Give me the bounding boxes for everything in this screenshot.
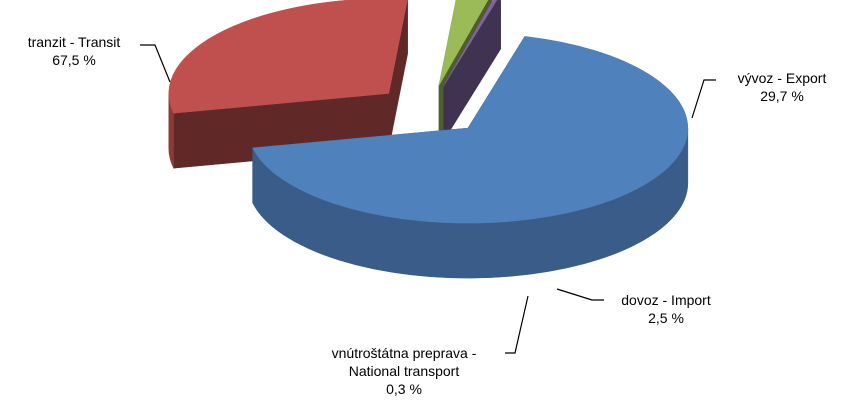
- slice-label: vývoz - Export 29,7 %: [712, 69, 851, 105]
- pie-slice: [252, 35, 689, 279]
- slice-top: [438, 0, 489, 86]
- leader-line: [505, 295, 529, 354]
- slice-label: vnútroštátna preprava - National transpo…: [306, 344, 502, 398]
- slice-top: [168, 0, 408, 114]
- leader-line: [556, 288, 604, 301]
- category-label: dovoz - Import: [621, 292, 711, 308]
- value-label: 29,7 %: [760, 88, 804, 104]
- value-label: 0,3 %: [386, 381, 422, 397]
- slice-top: [252, 36, 689, 224]
- category-label: vnútroštátna preprava - National transpo…: [331, 345, 477, 379]
- category-label: vývoz - Export: [737, 70, 827, 86]
- value-label: 67,5 %: [52, 52, 96, 68]
- category-label: tranzit - Transit: [27, 34, 121, 50]
- slice-label: tranzit - Transit 67,5 %: [4, 33, 144, 69]
- leader-line: [140, 44, 171, 83]
- pie-slice: [443, 0, 501, 142]
- leader-line: [691, 79, 716, 119]
- slice-label: dovoz - Import 2,5 %: [596, 291, 736, 327]
- value-label: 2,5 %: [648, 310, 684, 326]
